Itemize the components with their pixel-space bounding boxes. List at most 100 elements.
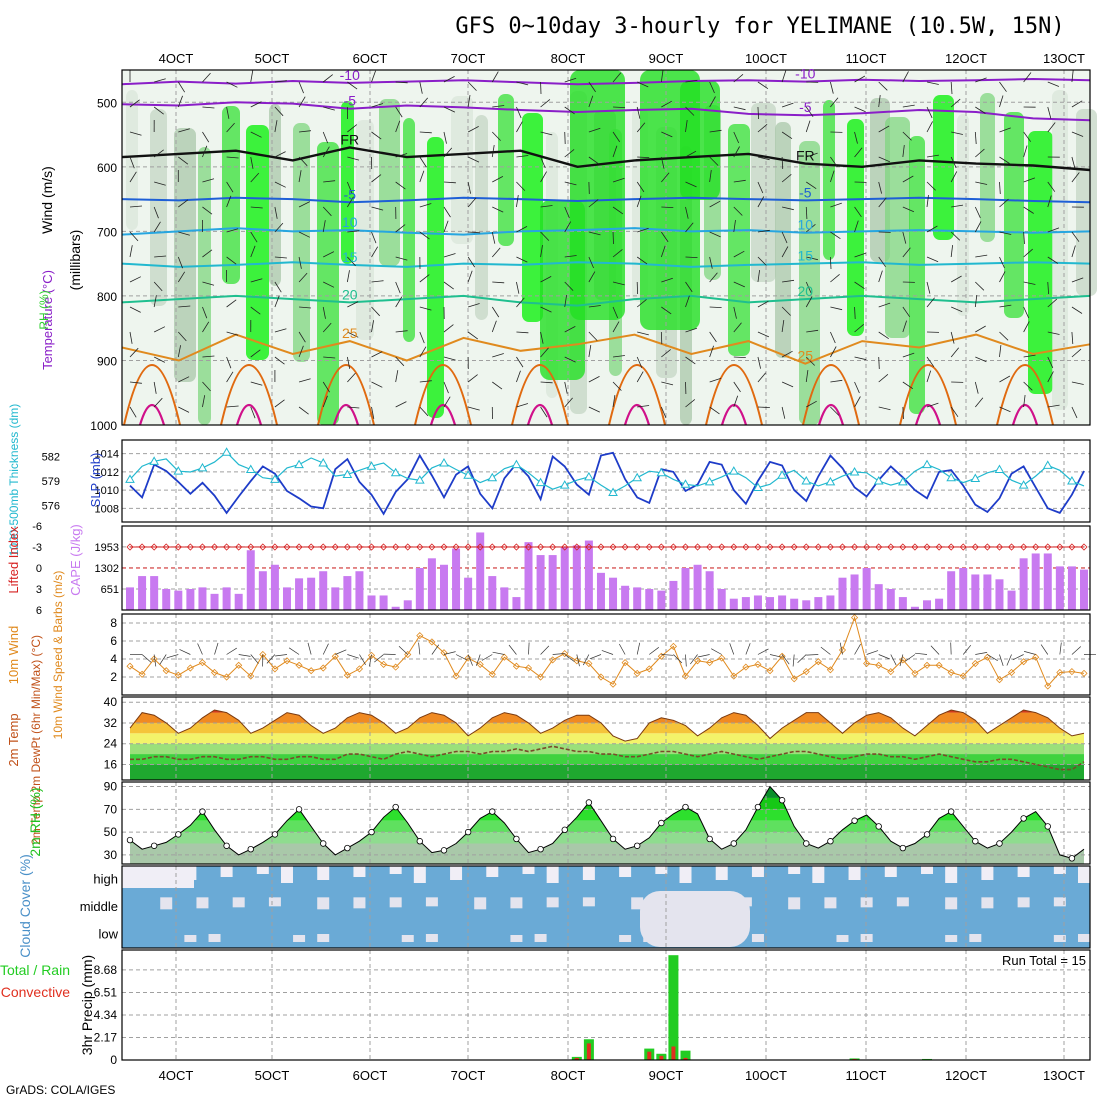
rh-shade-band [174,128,196,382]
cloud-gap-low [860,934,873,942]
wind-barb [926,81,939,85]
warm-contour-loop [996,364,1054,426]
wind-barb [516,181,526,191]
temp-contour-label: -5 [799,184,812,200]
wind-speed-marker [1032,653,1040,661]
rh-shade-band [957,114,969,316]
wind-barb [177,95,183,108]
wind-barb [564,326,576,333]
lifted-index-marker [790,543,798,551]
wind-barb [298,378,311,383]
temp-line [129,709,1085,742]
wind-barb [902,104,915,108]
wind-barb [685,206,689,219]
wind-barb [371,103,384,108]
wind-barb [709,406,720,415]
wind-barb [588,156,599,165]
wind-axis-label-a: 10m Wind [6,626,21,685]
wind-speed-marker [512,662,520,670]
wind-barb [612,145,618,158]
lifted-index-marker [1007,543,1016,551]
lifted-index-marker [814,543,822,551]
rh-marker [972,838,979,845]
cape-bar [343,576,352,610]
wind-barb [781,131,793,140]
warm-contour-loop [317,364,375,426]
cloud-row-label: low [98,926,118,941]
cape-bar [524,542,533,610]
x-tick-label-bottom: 13OCT [1043,1068,1085,1083]
cape-bar [947,571,956,610]
lifted-index-marker [1068,543,1076,551]
wind-barb-10m [781,654,790,665]
wind-barb [1071,306,1083,314]
x-tick-label-top: 10OCT [745,51,787,66]
warm-contour-loop [802,364,860,426]
lifted-index-marker [416,543,424,551]
legend-convective: Convective [1,984,70,1000]
cloud-gap-low [534,934,547,942]
wind-barb-10m [359,654,366,665]
precip-tick: 4.34 [94,1008,118,1022]
wind-barb [999,304,1012,308]
wind-barb-10m [904,654,916,662]
wind-barb [250,306,261,315]
wind-barb [733,322,742,333]
warm-contour-loop [705,364,763,426]
wind-barb [1071,406,1078,419]
rh-tick: 90 [104,780,118,794]
wind-speed-marker [935,661,943,669]
rh-marker [175,831,182,838]
wind-barb [1071,156,1076,169]
wind-speed-marker [343,671,351,679]
li-tick: -3 [32,542,42,554]
wind-barb [298,345,304,358]
wind-barb [322,220,326,233]
wind-barb [805,281,812,294]
slp-tick: 1008 [95,503,119,515]
wind-barb [782,206,794,211]
wind-barb [661,100,672,108]
wind-barb [878,95,881,108]
wind-barb [298,156,308,167]
wind-speed-marker [319,664,327,672]
wind-speed-marker [283,657,291,665]
wind-barb [757,331,770,338]
wind-barb [178,406,190,413]
wind-speed-marker [971,659,979,668]
wind-barb [902,131,912,141]
wind-barb [347,156,360,161]
wind-barb [781,231,788,244]
wind-barb [322,146,330,158]
cape-bar [802,600,811,610]
wind-barb [371,351,383,358]
wind-barb-10m [431,644,440,655]
wind-barb [974,381,979,394]
wind-speed-marker [959,672,967,680]
cloud-gap-middle [425,897,438,907]
wind-barb [274,281,282,293]
temp-tick: 40 [104,695,118,709]
wind-speed-line [129,615,1085,687]
wind-barb [685,181,697,188]
wind-barb [419,346,427,358]
rh-marker [344,844,351,852]
rh-shade-band [198,147,211,425]
wind-barb [1023,354,1036,358]
wind-barb [395,106,403,118]
wind-barb-10m [697,654,710,658]
thickness-marker [873,475,884,485]
cape-bar [657,590,666,610]
wind-barb [950,406,959,418]
wind-barb [443,131,447,144]
wind-barb [612,281,625,286]
cloud-gap-middle [860,897,873,908]
wind-speed-marker [1044,682,1052,690]
wind-barb-10m [797,654,807,664]
wind-barb [274,106,284,117]
wind-barb [178,231,190,236]
wind-barb [830,81,834,94]
wind-barb [129,406,137,418]
wind-speed-marker [585,659,593,668]
cloud-gap-high [450,866,463,880]
